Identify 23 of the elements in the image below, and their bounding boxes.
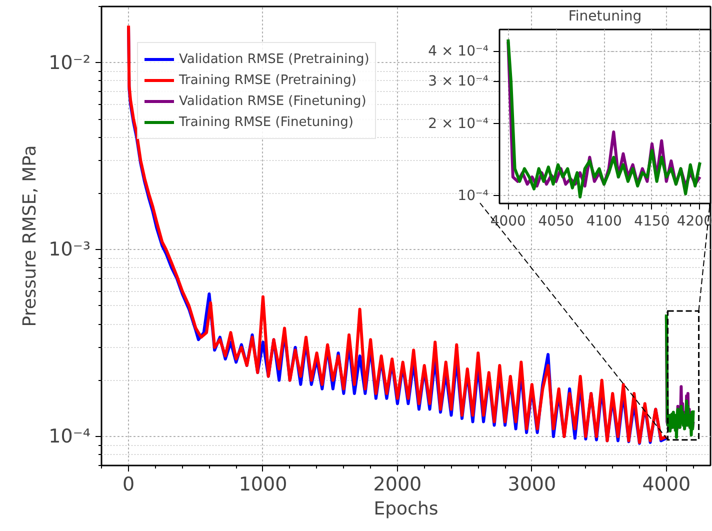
y-tick-label: 10⁻³	[48, 238, 91, 261]
y-tick-label: 10⁻⁴	[48, 426, 91, 448]
x-tick-label: 4100	[586, 214, 622, 230]
y-axis-title: Pressure RMSE, MPa	[20, 145, 41, 327]
x-axis-title: Epochs	[374, 498, 438, 520]
y-tick-label: 2 × 10⁻⁴	[428, 116, 489, 132]
y-tick-label: 10⁻²	[48, 52, 91, 74]
legend-label: Validation RMSE (Finetuning)	[179, 94, 366, 108]
x-tick-label: 0	[122, 474, 135, 496]
y-tick-label: 4 × 10⁻⁴	[428, 44, 489, 60]
x-tick-label: 4000	[490, 214, 526, 230]
y-tick-label: 10⁻⁴	[458, 188, 489, 204]
x-tick-label: 2000	[373, 474, 422, 496]
legend-label: Training RMSE (Pretraining)	[179, 72, 356, 88]
y-tick-label: 3 × 10⁻⁴	[428, 74, 489, 90]
x-tick-label: 4050	[538, 214, 574, 230]
x-tick-label: 4150	[634, 214, 670, 230]
legend-label: Training RMSE (Finetuning)	[179, 114, 354, 130]
chart-title: Finetuning	[568, 8, 642, 24]
legend-label: Validation RMSE (Pretraining)	[179, 52, 370, 66]
x-tick-label: 4000	[642, 474, 691, 496]
x-tick-label: 1000	[238, 474, 288, 496]
x-tick-label: 3000	[508, 474, 556, 496]
